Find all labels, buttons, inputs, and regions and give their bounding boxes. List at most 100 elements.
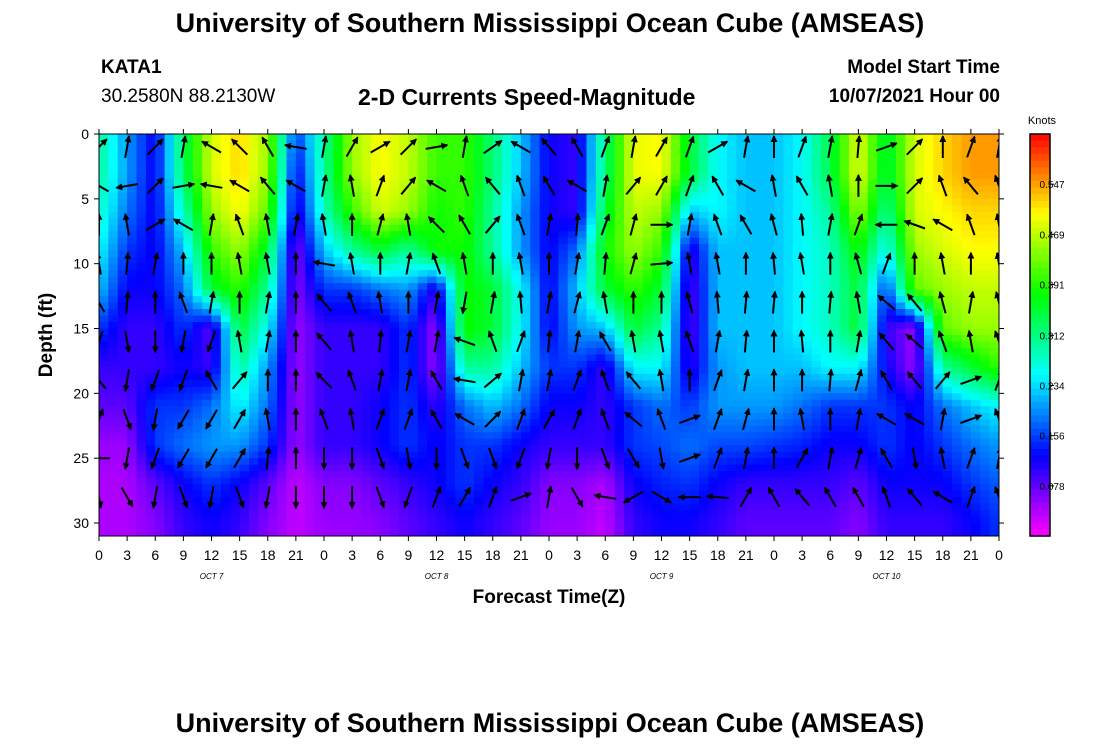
heatmap-cell [614,445,625,453]
heatmap-cell [586,335,597,343]
heatmap-cell [117,451,128,459]
heatmap-cell [933,224,944,232]
heatmap-cell [727,205,738,213]
heatmap-cell [455,140,466,148]
heatmap-cell [652,341,663,349]
heatmap-cell [286,367,297,375]
heatmap-cell [727,263,738,271]
heatmap-cell [661,309,672,317]
heatmap-cell [155,406,166,414]
heatmap-cell [520,302,531,310]
heatmap-cell [886,464,897,472]
heatmap-cell [839,309,850,317]
heatmap-cell [324,419,334,427]
heatmap-cell [661,425,672,433]
heatmap-cell [764,146,775,155]
heatmap-cell [342,309,353,317]
heatmap-cell [652,263,663,271]
heatmap-cell [614,134,625,142]
heatmap-cell [511,419,522,427]
heatmap-cell [961,360,972,369]
heatmap-cell [352,192,363,200]
heatmap-cell [745,289,756,297]
heatmap-cell [127,347,138,356]
heatmap-cell [783,244,794,252]
heatmap-cell [389,451,400,459]
heatmap-cell [539,438,550,446]
heatmap-cell [727,360,738,369]
heatmap-cell [961,172,972,180]
heatmap-cell [408,231,419,239]
heatmap-cell [127,373,138,381]
heatmap-cell [942,302,953,310]
heatmap-cell [455,224,466,232]
heatmap-cell [314,211,325,219]
heatmap-cell [483,406,494,414]
heatmap-cell [877,438,888,446]
heatmap-cell [99,192,109,200]
heatmap-cell [464,445,475,453]
heatmap-cell [464,393,475,401]
heatmap-cell [699,172,709,180]
heatmap-cell [727,335,738,343]
heatmap-cell [333,289,344,297]
heatmap-cell [333,140,344,148]
heatmap-cell [502,270,513,278]
heatmap-cell [802,354,813,362]
heatmap-cell [539,237,550,245]
heatmap-cell [558,445,569,453]
heatmap-cell [577,347,588,356]
heatmap-cell [352,218,363,226]
heatmap-cell [305,412,316,420]
heatmap-cell [989,218,999,226]
heatmap-cell [830,146,841,155]
heatmap-cell [258,425,269,433]
heatmap-cell [755,458,766,466]
heatmap-cell [670,302,681,310]
heatmap-cell [783,159,794,168]
heatmap-cell [849,341,859,349]
heatmap-cell [230,263,241,271]
heatmap-cell [127,393,138,401]
heatmap-cell [286,335,297,343]
heatmap-cell [820,464,831,472]
heatmap-cell [558,218,569,226]
heatmap-cell [145,159,156,168]
heatmap-cell [202,335,213,343]
heatmap-cell [436,438,447,446]
heatmap-cell [155,205,166,213]
heatmap-cell [380,347,391,356]
heatmap-cell [905,464,916,472]
heatmap-cell [605,166,616,174]
heatmap-cell [127,283,138,291]
heatmap-cell [661,373,672,381]
heatmap-cell [811,373,822,381]
heatmap-cell [239,335,250,343]
heatmap-cell [755,166,766,174]
heatmap-cell [174,412,184,420]
heatmap-cell [239,432,250,440]
heatmap-cell [267,328,278,336]
heatmap-cell [380,380,391,388]
heatmap-cell [895,250,906,258]
heatmap-cell [408,244,419,252]
heatmap-cell [699,309,709,317]
heatmap-cell [483,270,494,278]
heatmap-cell [295,257,306,265]
heatmap-cell [970,451,981,459]
heatmap-cell [239,328,250,336]
heatmap-cell [342,283,353,291]
heatmap-cell [614,328,625,336]
heatmap-cell [652,244,663,252]
heatmap-cell [708,315,719,323]
heatmap-cell [192,373,203,381]
heatmap-cell [202,386,213,394]
heatmap-cell [267,263,278,271]
heatmap-cell [127,140,138,148]
heatmap-cell [736,270,747,278]
heatmap-cell [745,399,756,407]
heatmap-cell [661,399,672,407]
heatmap-cell [530,244,541,252]
heatmap-cell [595,373,606,381]
heatmap-cell [474,146,484,155]
